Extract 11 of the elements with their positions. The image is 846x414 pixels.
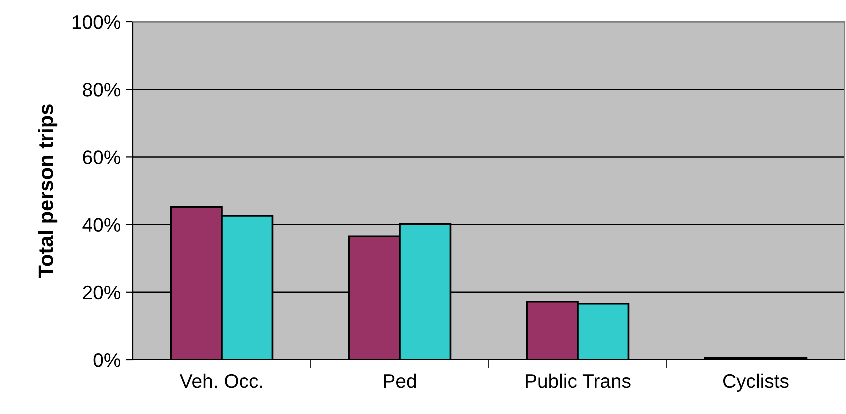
- y-axis-title: Total person trips: [38, 104, 58, 278]
- y-tick-label: 100%: [72, 15, 121, 30]
- y-tick-label: 20%: [83, 286, 121, 300]
- y-tick-label: 80%: [83, 83, 121, 97]
- y-tick-label: 0%: [94, 353, 121, 368]
- y-tick-label: 60%: [83, 150, 121, 164]
- x-tick-label: Veh. Occ.: [180, 374, 262, 388]
- x-tick-label: Public Trans: [526, 374, 631, 388]
- x-tick-label: Ped: [384, 374, 416, 388]
- x-tick-label: Cyclists: [724, 374, 789, 392]
- y-tick-label: 40%: [82, 218, 121, 232]
